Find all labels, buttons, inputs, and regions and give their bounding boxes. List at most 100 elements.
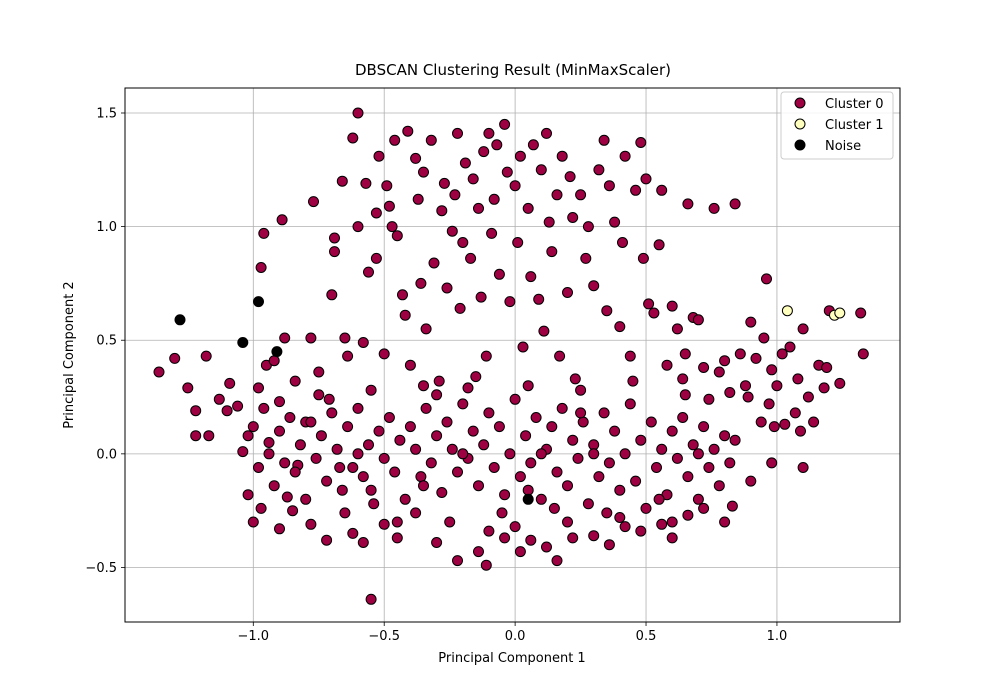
point-cluster-0 [352,221,364,233]
point-cluster-0 [562,516,573,528]
point-cluster-0 [182,382,194,394]
point-cluster-0 [281,491,293,503]
point-cluster-0 [666,516,678,528]
point-cluster-0 [575,384,587,396]
point-cluster-0 [389,134,401,146]
point-cluster-0 [274,425,285,437]
point-cluster-0 [734,348,746,360]
point-cluster-0 [232,400,244,412]
point-cluster-0 [253,382,264,394]
point-cluster-0 [548,502,560,514]
legend-label-cluster-1: Cluster 1 [825,118,884,133]
point-cluster-0 [564,171,576,183]
point-cluster-0 [551,555,563,567]
point-cluster-0 [666,300,678,312]
point-cluster-0 [253,462,264,473]
point-cluster-0 [378,452,390,464]
point-cluster-0 [402,125,414,137]
point-noise [174,314,186,326]
point-cluster-0 [504,296,516,308]
point-cluster-0 [640,502,652,514]
x-tick-label: 0.0 [505,629,526,644]
point-cluster-0 [313,389,325,401]
y-axis-ticks: −0.5 0.0 0.5 1.0 1.5 [85,106,125,576]
point-cluster-0 [797,323,809,335]
point-cluster-0 [457,448,469,460]
point-cluster-0 [313,366,325,378]
x-axis-ticks: −1.0 −0.5 0.0 0.5 1.0 [238,622,787,644]
point-noise [253,296,264,308]
point-cluster-0 [279,332,291,344]
point-cluster-0 [582,498,594,510]
point-cluster-0 [473,480,484,492]
point-cluster-0 [643,298,655,310]
point-cluster-0 [671,452,683,464]
point-cluster-0 [504,448,516,460]
point-cluster-0 [412,193,424,205]
point-cluster-0 [433,375,445,387]
point-cluster-0 [771,380,783,392]
point-cluster-0 [543,216,555,228]
point-cluster-0 [363,439,374,451]
point-cluster-0 [470,371,482,383]
point-cluster-0 [630,184,642,196]
point-cluster-0 [331,443,343,455]
point-cluster-0 [551,466,563,478]
point-cluster-0 [784,341,796,353]
point-cluster-0 [483,525,495,537]
point-cluster-0 [656,518,668,530]
legend-label-cluster-0: Cluster 0 [825,97,884,112]
point-cluster-0 [153,366,165,378]
point-cluster-0 [213,393,225,405]
point-cluster-0 [556,402,568,414]
point-cluster-0 [567,532,579,544]
point-cluster-0 [242,489,254,501]
point-cluster-0 [336,484,348,496]
x-axis-label: Principal Component 1 [438,651,585,666]
point-cluster-0 [527,139,539,151]
point-cluster-0 [821,362,833,373]
point-cluster-0 [473,546,484,558]
point-cluster-0 [352,448,364,460]
point-cluster-0 [763,398,775,410]
point-cluster-0 [569,373,581,385]
point-cluster-0 [768,421,780,433]
point-cluster-0 [431,389,443,401]
point-cluster-0 [305,416,317,428]
y-tick-label: 1.0 [96,220,117,235]
point-cluster-0 [276,214,288,226]
point-cluster-0 [546,246,558,258]
point-cluster-0 [834,377,846,389]
point-cluster-0 [661,359,673,371]
point-cluster-0 [370,207,382,219]
point-cluster-0 [483,127,495,139]
point-cluster-0 [698,421,710,433]
point-cluster-0 [677,373,689,385]
point-cluster-0 [268,480,280,492]
point-noise [237,337,249,348]
point-cluster-0 [745,316,757,328]
point-cluster-0 [656,184,668,196]
point-cluster-0 [457,398,469,410]
point-cluster-0 [386,221,398,233]
point-cluster-1 [781,305,793,317]
point-cluster-0 [703,462,715,473]
point-cluster-0 [289,375,301,387]
point-cluster-0 [258,227,270,239]
point-cluster-0 [326,407,338,419]
point-cluster-0 [365,484,377,496]
point-cluster-0 [446,443,458,455]
point-cluster-0 [446,225,458,237]
point-cluster-0 [315,430,327,442]
point-cluster-0 [418,480,429,492]
point-cluster-0 [305,332,317,344]
point-cluster-0 [651,462,662,473]
point-cluster-0 [452,466,463,478]
point-cluster-0 [420,402,432,414]
point-cluster-0 [682,509,694,521]
point-cluster-0 [279,457,291,469]
point-cluster-0 [383,412,395,423]
point-cluster-0 [679,348,691,360]
point-cluster-0 [360,177,372,189]
